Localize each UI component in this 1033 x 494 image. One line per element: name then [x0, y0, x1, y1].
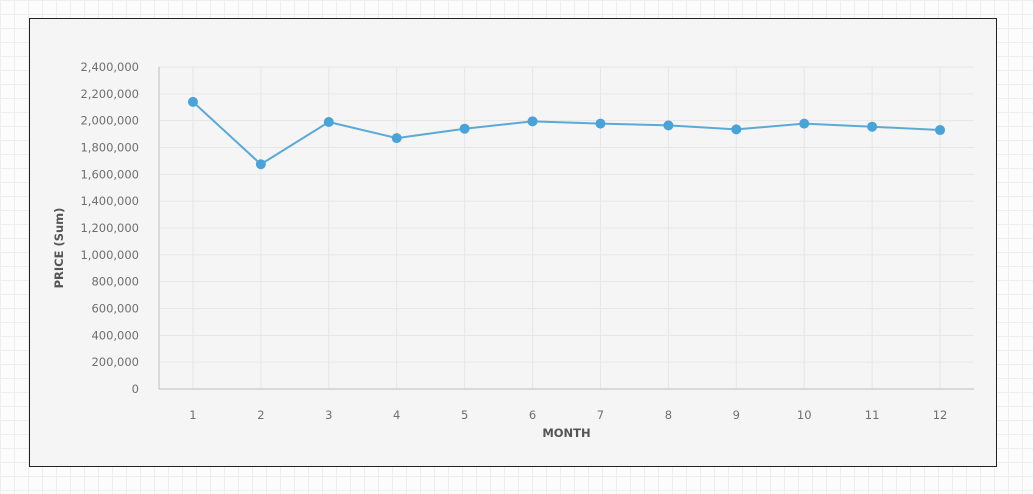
- data-point[interactable]: [799, 118, 810, 129]
- chart-panel: 0 200,000 400,000 600,000 800,000 1,000,000 1,…: [29, 18, 997, 467]
- data-point[interactable]: [663, 120, 674, 131]
- data-point[interactable]: [867, 121, 878, 132]
- data-point[interactable]: [731, 124, 742, 135]
- data-point[interactable]: [459, 123, 470, 134]
- data-point[interactable]: [187, 96, 198, 107]
- y-tick-label: 2,200,000: [80, 87, 139, 101]
- x-tick-label: 7: [597, 408, 604, 422]
- x-tick-label: 11: [865, 408, 880, 422]
- y-tick-label: 800,000: [91, 275, 139, 289]
- y-tick-label: 600,000: [91, 302, 139, 316]
- y-axis-ticks: 0 200,000 400,000 600,000 800,000 1,000,000 1,…: [80, 60, 139, 396]
- x-tick-label: 5: [461, 408, 468, 422]
- x-tick-label: 4: [393, 408, 400, 422]
- x-tick-label: 6: [529, 408, 536, 422]
- series: [187, 96, 946, 170]
- x-tick-label: 3: [325, 408, 332, 422]
- x-axis-ticks: 1 2 3 4 5 6 7 8 9 10 11 12: [189, 408, 947, 422]
- data-point[interactable]: [595, 118, 606, 129]
- y-tick-label: 2,000,000: [80, 114, 139, 128]
- y-tick-label: 400,000: [91, 328, 139, 342]
- data-point[interactable]: [391, 133, 402, 144]
- x-tick-label: 1: [189, 408, 196, 422]
- x-tick-label: 10: [797, 408, 812, 422]
- data-point[interactable]: [255, 159, 266, 170]
- data-point[interactable]: [935, 125, 946, 136]
- line-chart: 0 200,000 400,000 600,000 800,000 1,000,000 1,…: [52, 60, 974, 440]
- series-line: [192, 101, 941, 166]
- y-tick-label: 1,200,000: [80, 221, 139, 235]
- gridlines: [159, 66, 974, 389]
- y-tick-label: 1,600,000: [80, 167, 139, 181]
- axes: [158, 67, 974, 390]
- y-tick-label: 1,000,000: [80, 248, 139, 262]
- x-tick-label: 9: [733, 408, 740, 422]
- y-axis-title: PRICE (Sum): [52, 208, 66, 289]
- x-axis-title: MONTH: [542, 426, 590, 440]
- x-tick-label: 12: [933, 408, 948, 422]
- y-tick-label: 0: [132, 382, 139, 396]
- y-tick-label: 1,800,000: [80, 141, 139, 155]
- data-point[interactable]: [527, 116, 538, 127]
- x-tick-label: 2: [257, 408, 264, 422]
- x-tick-label: 8: [665, 408, 672, 422]
- y-tick-label: 1,400,000: [80, 194, 139, 208]
- y-tick-label: 200,000: [91, 355, 139, 369]
- y-tick-label: 2,400,000: [80, 60, 139, 74]
- data-point[interactable]: [323, 117, 334, 128]
